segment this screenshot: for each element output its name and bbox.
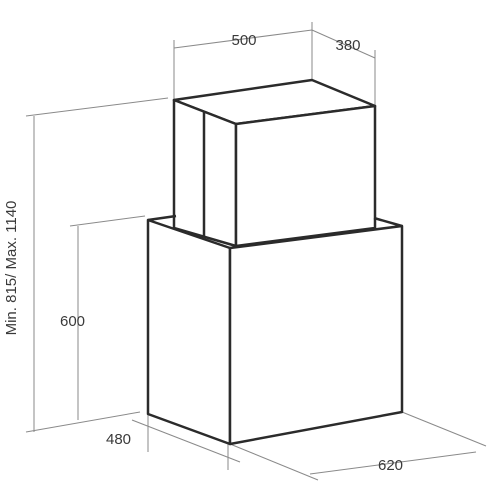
hood-top-rim-left	[147, 214, 177, 222]
chimney-front-face	[234, 104, 377, 248]
dimension-lines	[25, 22, 487, 481]
hood-front-face	[228, 224, 404, 446]
dim-line-hood-width	[309, 451, 477, 475]
ext-line-total-bottom	[25, 411, 141, 433]
label-total-height: Min. 815/ Max. 1140	[3, 201, 20, 336]
ext-line-total-top	[25, 97, 169, 117]
ext-line-hood-top	[69, 215, 146, 227]
label-chimney-width: 500	[231, 32, 256, 49]
label-chimney-depth: 380	[335, 37, 360, 54]
label-hood-depth: 480	[106, 431, 131, 448]
dim-line-chimney-width	[173, 29, 313, 49]
dimension-labels: 500 380 Min. 815/ Max. 1140 600 480 620	[3, 32, 403, 474]
label-hood-height: 600	[60, 313, 85, 330]
dim-line-chimney-depth	[311, 29, 376, 59]
chimney-box	[172, 78, 377, 248]
label-hood-width: 620	[378, 457, 403, 474]
dim-line-hood-depth	[131, 419, 241, 463]
hood-top-rim-right	[373, 216, 403, 228]
ext-line-width-left	[229, 443, 319, 481]
ext-line-width-right	[401, 411, 487, 447]
hood-side-face	[146, 218, 232, 446]
hood-box	[146, 214, 404, 446]
